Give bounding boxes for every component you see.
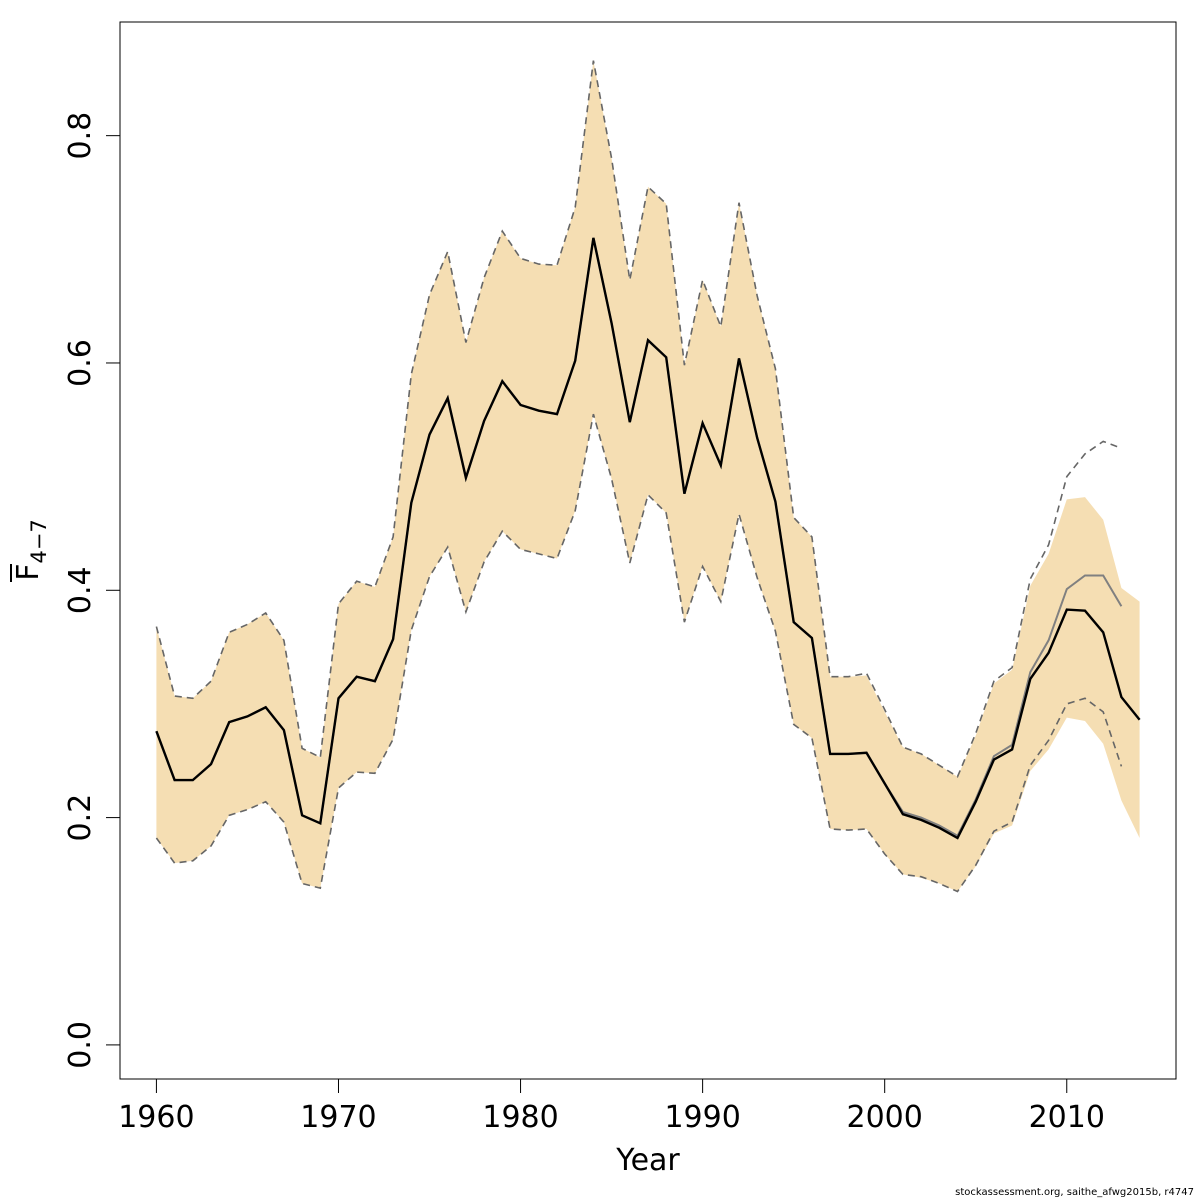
axis-layer: 1960 1970 1980 1990 2000 2010 0.0 0.2 0.4 0.6 0.8: [63, 112, 1105, 1135]
x-tick-label-1970: 1970: [300, 1100, 376, 1135]
confidence-band-layer: [156, 60, 1140, 892]
y-tick-label-4: 0.8: [63, 112, 98, 160]
y-tick-label-1: 0.2: [63, 794, 98, 842]
plot-frame: [119, 21, 1177, 1080]
previous-lower-bound-line: [155, 413, 1123, 893]
y-axis-title: F4−7: [10, 519, 51, 582]
x-tick-label-2010: 2010: [1029, 1100, 1105, 1135]
current-estimate-line: [155, 237, 1141, 840]
footer-credit: stockassessment.org, saithe_afwg2015b, r…: [955, 1187, 1194, 1198]
x-axis-title: Year: [615, 1143, 680, 1178]
y-tick-label-0: 0.0: [63, 1021, 98, 1069]
y-axis-title-main: F: [11, 564, 46, 581]
svg-text:F4−7: F4−7: [11, 519, 51, 581]
x-tick-label-1980: 1980: [482, 1100, 558, 1135]
x-tick-label-2000: 2000: [847, 1100, 923, 1135]
y-tick-label-2: 0.4: [63, 566, 98, 614]
x-tick-label-1990: 1990: [664, 1100, 740, 1135]
y-tick-label-3: 0.6: [63, 339, 98, 387]
x-tick-label-1960: 1960: [118, 1100, 194, 1135]
confidence-band-current: [156, 60, 1140, 892]
y-axis-title-subscript: 4−7: [27, 519, 51, 563]
series-line-layer: [155, 60, 1141, 893]
